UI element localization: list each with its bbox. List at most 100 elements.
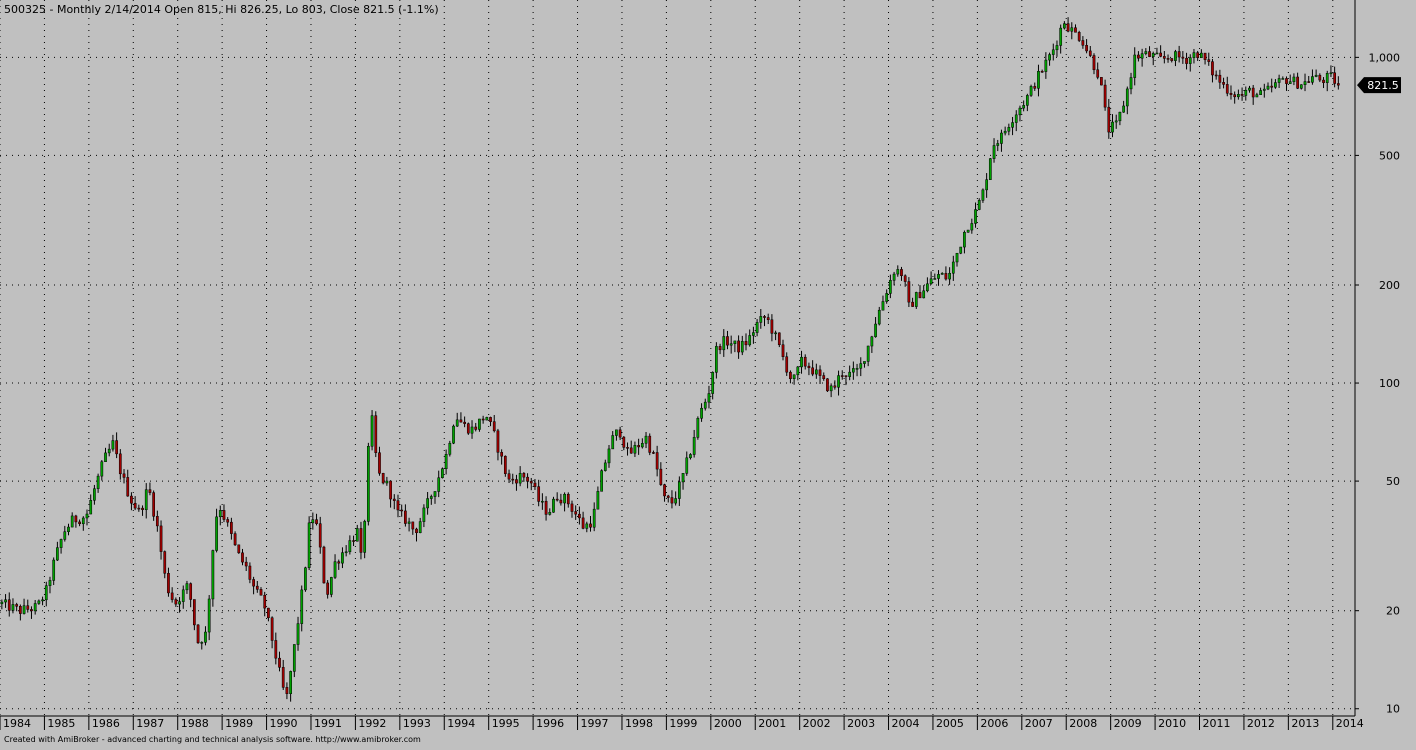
candle-body [926,283,929,292]
candle-body [1285,78,1288,84]
candle-body [1229,92,1233,95]
candle-body [559,499,563,504]
candle-body [259,589,263,596]
candle-body [1333,72,1336,84]
candle-body [455,419,459,427]
candle-body [574,511,578,515]
candle-body [429,496,433,499]
candle-body [1051,49,1055,55]
candle-body [548,512,552,515]
candle-body [711,372,715,394]
candle-body [59,539,63,548]
candle-body [763,316,766,318]
candle-body [141,507,144,510]
candle-body [478,418,481,430]
candle-body [452,425,455,444]
candle-body [329,577,333,595]
candle-body [1018,107,1022,116]
candle-layer [0,17,1340,702]
candle-body [1070,27,1074,32]
candle-body [1003,130,1007,134]
candle-body [1074,27,1077,33]
candle-body [248,565,252,580]
candle-body [270,617,274,641]
candle-body [700,407,703,419]
candle-body [411,521,415,530]
last-price-box [1357,77,1401,94]
candle-body [1225,84,1229,94]
candle-body [1244,89,1248,96]
candle-body [459,419,463,423]
candle-body [589,523,592,528]
candle-body [1037,71,1040,89]
candle-body [11,604,15,611]
candle-body [685,457,689,474]
candle-body [822,375,826,380]
candle-body [341,552,344,564]
candle-body [1207,59,1211,62]
candle-body [1336,83,1340,86]
x-tick-label: 2005 [936,717,964,730]
candle-body [133,502,137,509]
candle-body [837,375,840,388]
candle-body [167,573,170,594]
candle-body [977,200,981,210]
candle-body [78,521,81,525]
candle-body [233,533,237,546]
candle-body [500,452,504,457]
candle-body [929,278,933,285]
candle-body [1299,84,1303,89]
candle-body [737,340,740,353]
candle-body [178,601,181,605]
y-tick-label: 1,000 [1369,51,1401,64]
candle-body [1314,74,1318,77]
candle-body [1162,56,1166,59]
candle-body [207,598,211,633]
x-tick-label: 2014 [1336,717,1364,730]
candle-body [1029,86,1033,96]
candle-body [629,447,633,454]
candle-body [811,367,814,375]
candle-body [1237,94,1240,98]
candle-body [777,332,781,346]
candle-body [422,507,426,522]
x-tick-label: 2008 [1069,717,1097,730]
x-tick-label: 1989 [225,717,253,730]
candle-body [433,491,437,497]
candle-body [855,368,859,370]
candle-body [1114,120,1118,123]
candle-body [1203,52,1207,60]
candle-body [189,583,193,600]
candle-body [148,489,152,493]
candle-body [692,437,696,455]
candle-body [437,477,441,492]
candle-body [485,417,489,421]
candle-body [785,356,789,373]
candle-body [1270,85,1274,88]
candle-body [803,356,807,367]
candle-body [1214,74,1218,77]
candle-body [859,363,863,369]
candle-body [607,448,611,464]
last-price-label: 821.5 [1367,79,1399,92]
candle-body [955,252,959,263]
candle-body [759,316,763,323]
candle-body [466,423,470,434]
candle-body [30,609,33,612]
candle-body [4,599,7,603]
candle-body [211,550,215,600]
candle-body [355,528,359,542]
x-tick-label: 2013 [1291,717,1319,730]
candle-body [1077,32,1081,41]
candle-body [426,498,429,509]
candle-body [67,526,70,532]
x-tick-label: 1999 [669,717,697,730]
x-tick-label: 2001 [758,717,786,730]
candle-body [348,540,352,553]
x-tick-label: 1993 [403,717,431,730]
candle-body [1211,61,1214,76]
candle-body [1081,40,1085,46]
candle-body [585,523,589,529]
candle-body [1240,94,1244,96]
